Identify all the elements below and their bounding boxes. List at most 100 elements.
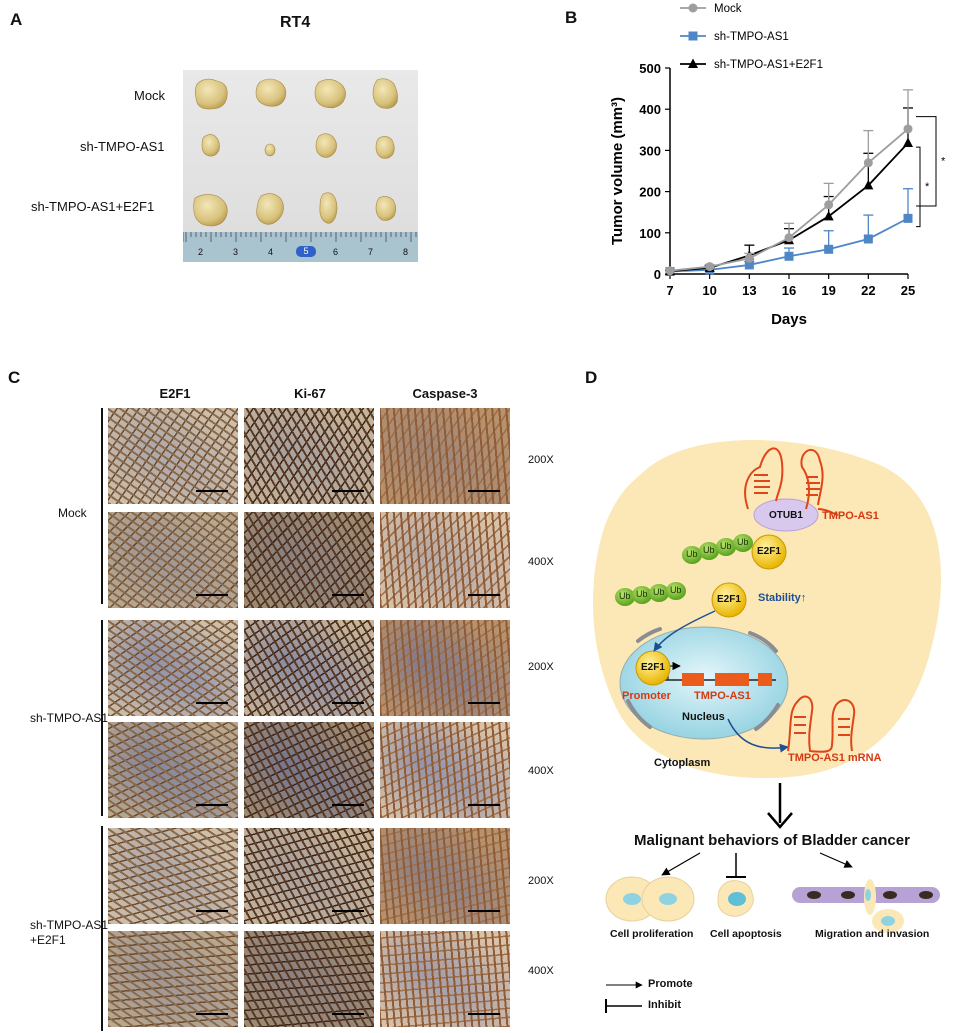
y-axis-label: Tumor volume (mm³): [609, 97, 626, 245]
scale-bar: [196, 1013, 228, 1015]
data-point: [784, 233, 794, 243]
ihc-image: [108, 512, 238, 608]
promote-arrow-migration: [819, 852, 853, 868]
tumors-mock: [194, 78, 398, 110]
e2f1-import-arrow: [653, 610, 716, 652]
scale-bar: [196, 490, 228, 492]
label-otub1: OTUB1: [769, 510, 803, 521]
label-malignant: Malignant behaviors of Bladder cancer: [634, 832, 910, 849]
ruler-tick-label: 3: [233, 247, 239, 257]
ub-label: Ub: [686, 549, 698, 559]
label-e2f1-bound: E2F1: [757, 546, 781, 557]
e2f1-bound-ball: [751, 534, 787, 570]
migration-cells: [792, 879, 940, 933]
scale-bar: [196, 702, 228, 704]
ub-label: Ub: [737, 537, 749, 547]
ihc-image: [108, 931, 238, 1027]
panel-c-letter: C: [8, 368, 21, 387]
group-label-mock: Mock: [58, 506, 87, 520]
tumor-volume-chart: 0 100 200 300 400 500 7 10 13 16 19 22 25 Days Tumor v…: [609, 3, 946, 328]
ub-label: Ub: [670, 585, 682, 595]
tumor-row-label-sh-e2f1: sh-TMPO-AS1+E2F1: [31, 199, 155, 214]
ruler-blue-mark: 5: [296, 246, 316, 257]
panel-b-letter: B: [565, 8, 578, 27]
x-tick-label: 13: [742, 283, 756, 298]
ihc-image: [380, 722, 510, 818]
ihc-image: [244, 512, 374, 608]
scale-bar: [468, 1013, 500, 1015]
ub-chain-1: [682, 534, 753, 564]
scale-bar: [332, 910, 364, 912]
label-cytoplasm: Cytoplasm: [654, 757, 711, 769]
ihc-image: [380, 512, 510, 608]
scale-bar: [468, 910, 500, 912]
scale-bar: [196, 594, 228, 596]
ihc-col-ki67: Ki-67: [294, 386, 326, 401]
label-proliferation: Cell proliferation: [610, 928, 694, 940]
tumor-photo: 2 3 4 5 6 7 8: [182, 70, 418, 262]
data-point: [824, 244, 834, 254]
label-e2f1-promoter: E2F1: [641, 662, 665, 673]
tumor-photo-drawing: [182, 78, 418, 262]
label-migration: Migration and invasion: [815, 928, 930, 940]
ihc-image: [108, 620, 238, 716]
ihc-image: [244, 828, 374, 924]
ub-label: Ub: [703, 545, 715, 555]
y-tick-label: 100: [639, 226, 661, 241]
e2f1-cytoplasm-ball: [711, 582, 747, 618]
ihc-image: [380, 620, 510, 716]
data-point: [744, 260, 754, 270]
data-point: [903, 137, 913, 147]
label-nucleus: Nucleus: [682, 711, 725, 723]
data-point: [823, 210, 834, 221]
mechanism-diagram: [593, 440, 942, 1013]
mag-label: 200X: [528, 454, 554, 466]
ihc-image: [244, 408, 374, 504]
mag-label: 200X: [528, 875, 554, 887]
tmpo-as1-gene: [644, 661, 776, 686]
scale-bar: [332, 490, 364, 492]
proliferation-cells: [605, 876, 695, 922]
ruler-tick-label: 6: [333, 247, 339, 257]
data-point: [665, 266, 675, 276]
scale-bar: [468, 594, 500, 596]
data-point: [863, 158, 873, 168]
legend-label: sh-TMPO-AS1: [714, 31, 789, 43]
ihc-image: [244, 722, 374, 818]
ruler-tick-label: 7: [368, 247, 374, 257]
x-tick-label: 16: [782, 283, 796, 298]
ruler-ticks: 2 3 4 5 6 7 8: [183, 232, 418, 262]
significance-bracket: [916, 116, 937, 207]
x-tick-label: 22: [861, 283, 875, 298]
ub-label: Ub: [720, 541, 732, 551]
label-apoptosis: Cell apoptosis: [710, 928, 782, 940]
ihc-image: [380, 931, 510, 1027]
legend-label: sh-TMPO-AS1+E2F1: [714, 59, 823, 71]
data-point: [824, 200, 834, 210]
mag-label: 400X: [528, 556, 554, 568]
mag-label: 200X: [528, 661, 554, 673]
legend-inhibit: Inhibit: [648, 999, 681, 1011]
tumor-row-label-sh: sh-TMPO-AS1: [80, 139, 165, 154]
ruler-tick-marks: [185, 232, 417, 242]
group-bracket-sh-e2f1: [101, 826, 103, 1031]
ruler-tick-label: 8: [403, 247, 409, 257]
x-tick-label: 19: [821, 283, 835, 298]
data-point: [784, 251, 794, 261]
y-tick-label: 500: [639, 61, 661, 76]
apoptosis-cell: [717, 880, 754, 917]
label-e2f1-cyto: E2F1: [717, 594, 741, 605]
legend-label: Mock: [714, 3, 742, 15]
tumors-sh-e2f1: [193, 192, 397, 227]
scale-bar: [196, 804, 228, 806]
mag-label: 400X: [528, 765, 554, 777]
legend-marker: [688, 31, 698, 41]
group-bracket-mock: [101, 408, 103, 604]
data-point: [863, 234, 873, 244]
x-tick-label: 10: [702, 283, 716, 298]
significance-star: *: [941, 155, 946, 167]
legend-marker: [688, 3, 698, 13]
panel-a-letter: A: [10, 10, 23, 29]
panel-a-title: RT4: [280, 14, 311, 31]
ihc-col-caspase3: Caspase-3: [412, 386, 478, 401]
